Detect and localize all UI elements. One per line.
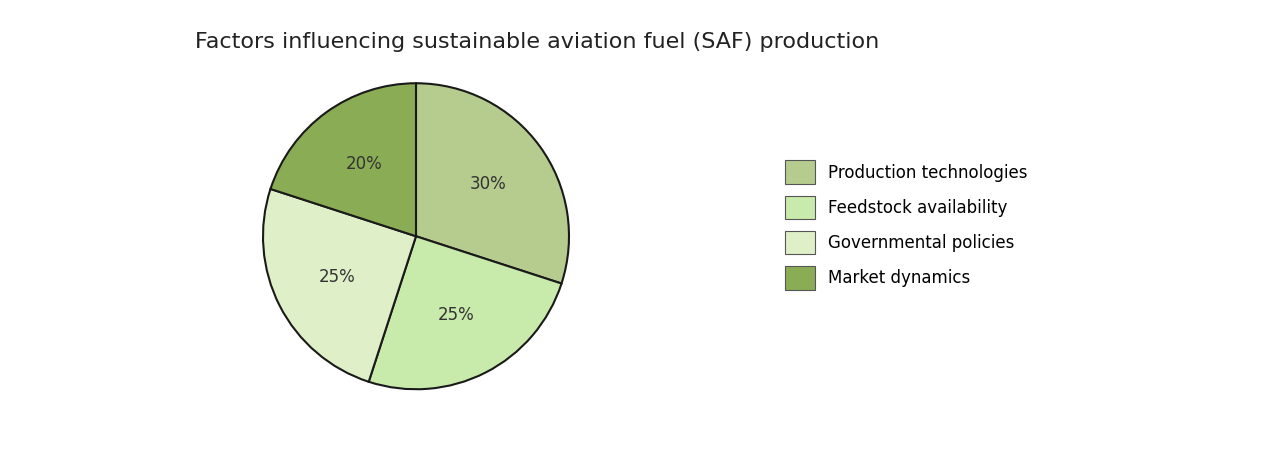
Wedge shape [369,236,562,389]
Wedge shape [270,83,416,236]
Text: 20%: 20% [346,155,383,173]
Text: Factors influencing sustainable aviation fuel (SAF) production: Factors influencing sustainable aviation… [196,32,879,51]
Text: 30%: 30% [470,175,506,193]
Text: 25%: 25% [319,268,356,286]
Legend: Production technologies, Feedstock availability, Governmental policies, Market d: Production technologies, Feedstock avail… [777,152,1036,298]
Wedge shape [416,83,570,284]
Text: 25%: 25% [438,306,475,324]
Wedge shape [262,189,416,382]
